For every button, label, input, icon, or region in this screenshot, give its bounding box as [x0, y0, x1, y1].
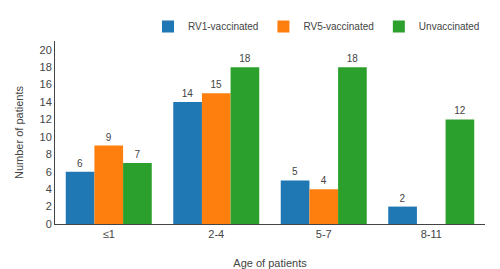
svg-text:7: 7 [134, 149, 140, 160]
svg-text:Number of patients: Number of patients [13, 86, 25, 179]
svg-text:2: 2 [400, 193, 406, 204]
svg-text:0: 0 [46, 218, 52, 230]
svg-text:8: 8 [46, 148, 52, 160]
svg-text:4: 4 [321, 175, 327, 186]
svg-text:RV5-vaccinated: RV5-vaccinated [303, 21, 373, 32]
svg-text:18: 18 [40, 61, 52, 73]
svg-text:2-4: 2-4 [208, 228, 224, 240]
svg-text:9: 9 [106, 132, 112, 143]
svg-text:5-7: 5-7 [316, 228, 332, 240]
svg-text:14: 14 [40, 96, 52, 108]
svg-text:Age of patients: Age of patients [233, 257, 307, 269]
svg-text:18: 18 [239, 53, 251, 64]
svg-text:2: 2 [46, 200, 52, 212]
svg-text:Unvaccinated: Unvaccinated [419, 21, 480, 32]
svg-text:6: 6 [46, 166, 52, 178]
svg-text:14: 14 [182, 88, 194, 99]
svg-text:10: 10 [40, 131, 52, 143]
svg-text:18: 18 [347, 53, 359, 64]
svg-text:5: 5 [292, 166, 298, 177]
svg-text:6: 6 [77, 158, 83, 169]
svg-text:20: 20 [40, 44, 52, 56]
svg-text:RV1-vaccinated: RV1-vaccinated [188, 21, 258, 32]
svg-text:15: 15 [210, 79, 222, 90]
svg-text:≤1: ≤1 [103, 228, 115, 240]
svg-text:16: 16 [40, 78, 52, 90]
svg-text:12: 12 [454, 105, 466, 116]
svg-text:4: 4 [46, 183, 52, 195]
svg-text:12: 12 [40, 113, 52, 125]
svg-text:8-11: 8-11 [421, 228, 442, 240]
